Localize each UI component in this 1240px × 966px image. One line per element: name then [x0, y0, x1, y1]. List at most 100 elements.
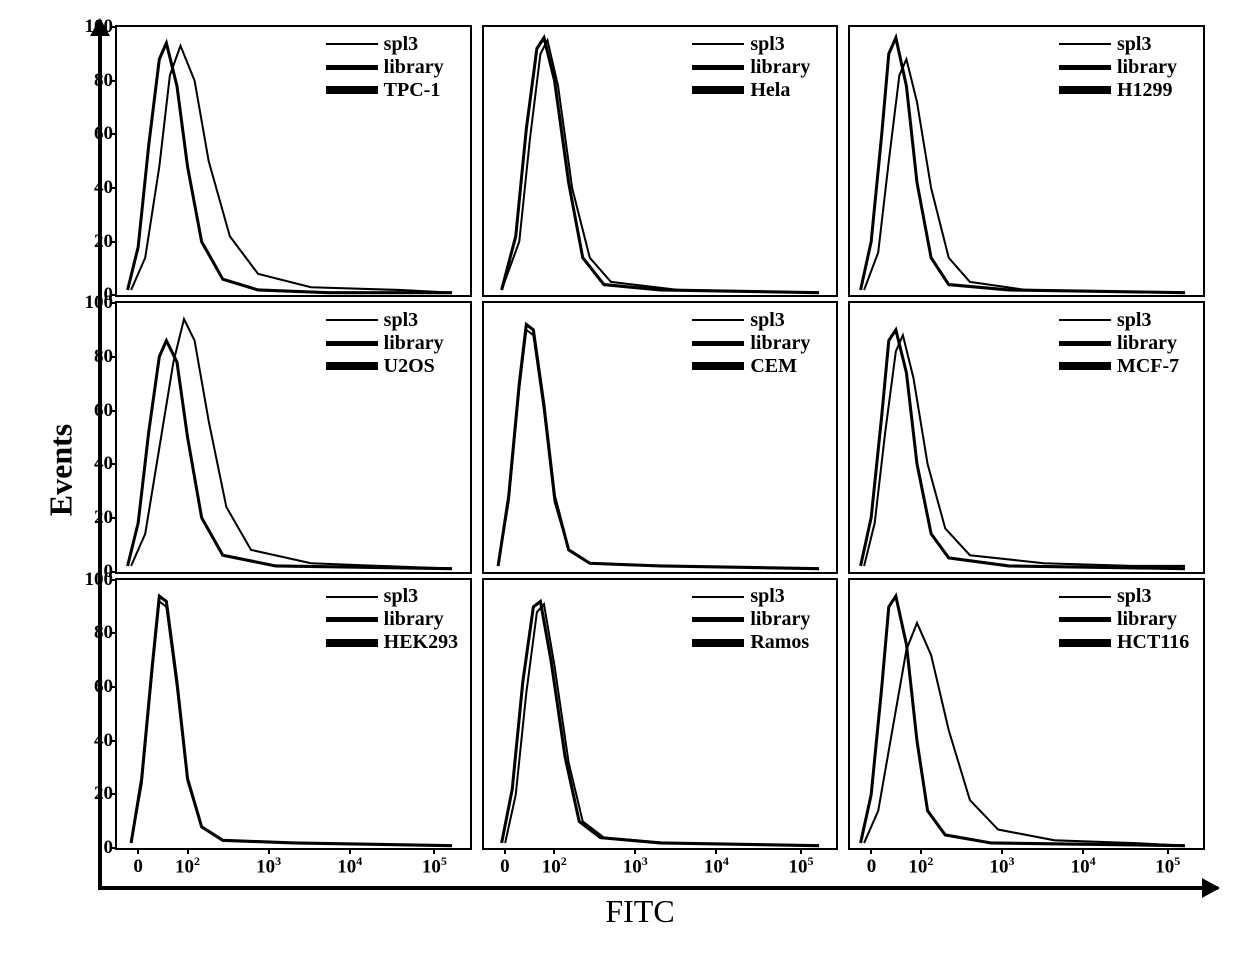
legend-line-icon	[692, 319, 744, 321]
y-tick-label: 40	[67, 177, 113, 199]
legend-row: spl3	[326, 33, 462, 55]
legend-row: library	[1059, 56, 1195, 78]
panel-grid: 020406080100spl3libraryTPC-1spl3libraryH…	[115, 25, 1205, 850]
legend-label: spl3	[750, 309, 828, 332]
legend-label: library	[384, 332, 462, 355]
legend-row: spl3	[1059, 309, 1195, 331]
legend-row: library	[1059, 609, 1195, 631]
y-tick-label: 100	[67, 16, 113, 38]
legend-row: spl3	[1059, 586, 1195, 608]
panel-legend: spl3libraryHela	[692, 33, 828, 101]
y-tick-label: 20	[67, 231, 113, 253]
legend-label: library	[750, 332, 828, 355]
legend-row: MCF-7	[1059, 355, 1195, 377]
x-tick-label: 104	[1071, 854, 1096, 878]
x-axis-label: FITC	[605, 893, 674, 930]
legend-row: library	[692, 609, 828, 631]
y-tick-labels: 020406080100	[67, 27, 113, 295]
x-tick-labels: 0102103104105	[117, 852, 470, 878]
histogram-panel: 020406080100spl3libraryTPC-1	[115, 25, 472, 297]
histogram-curve-spl3	[864, 623, 1185, 846]
legend-label: library	[1117, 332, 1195, 355]
x-tick-label: 0	[500, 856, 510, 878]
histogram-panel: 020406080100spl3libraryU2OS	[115, 301, 472, 573]
panel-legend: spl3libraryHEK293	[326, 586, 462, 654]
y-tick-label: 20	[67, 783, 113, 805]
legend-label: MCF-7	[1117, 355, 1195, 378]
legend-label: library	[750, 56, 828, 79]
legend-line-icon	[326, 617, 378, 622]
legend-label: Hela	[750, 79, 828, 102]
legend-line-icon	[326, 43, 378, 45]
legend-row: HEK293	[326, 632, 462, 654]
legend-label: CEM	[750, 355, 828, 378]
legend-line-icon	[326, 639, 378, 647]
legend-line-icon	[1059, 617, 1111, 622]
legend-row: HCT116	[1059, 632, 1195, 654]
y-tick-label: 60	[67, 676, 113, 698]
legend-row: spl3	[692, 33, 828, 55]
legend-line-icon	[692, 617, 744, 622]
legend-line-icon	[326, 319, 378, 321]
x-tick-label: 103	[623, 854, 648, 878]
legend-label: library	[384, 608, 462, 631]
legend-label: HEK293	[384, 631, 462, 654]
legend-row: spl3	[326, 586, 462, 608]
legend-line-icon	[1059, 43, 1111, 45]
legend-label: H1299	[1117, 79, 1195, 102]
legend-line-icon	[1059, 86, 1111, 94]
panel-legend: spl3libraryMCF-7	[1059, 309, 1195, 377]
legend-label: U2OS	[384, 355, 462, 378]
legend-line-icon	[1059, 341, 1111, 346]
legend-line-icon	[692, 362, 744, 370]
legend-line-icon	[326, 65, 378, 70]
histogram-panel: spl3libraryH1299	[848, 25, 1205, 297]
x-tick-label: 102	[908, 854, 933, 878]
legend-label: spl3	[750, 33, 828, 56]
legend-label: HCT116	[1117, 631, 1195, 654]
x-tick-label: 102	[542, 854, 567, 878]
x-tick-label: 103	[256, 854, 281, 878]
legend-row: TPC-1	[326, 79, 462, 101]
legend-label: spl3	[384, 33, 462, 56]
y-tick-label: 100	[67, 292, 113, 314]
legend-row: CEM	[692, 355, 828, 377]
x-tick-label: 102	[175, 854, 200, 878]
x-tick-label: 0	[133, 856, 143, 878]
legend-label: library	[384, 56, 462, 79]
y-tick-label: 80	[67, 346, 113, 368]
legend-line-icon	[692, 341, 744, 346]
legend-line-icon	[326, 596, 378, 598]
x-axis-arrow	[98, 886, 1218, 890]
histogram-panel: 0204060801000102103104105spl3libraryHEK2…	[115, 578, 472, 850]
y-tick-label: 60	[67, 123, 113, 145]
panel-legend: spl3libraryTPC-1	[326, 33, 462, 101]
legend-line-icon	[326, 86, 378, 94]
panel-legend: spl3libraryHCT116	[1059, 586, 1195, 654]
legend-label: library	[750, 608, 828, 631]
legend-label: library	[1117, 56, 1195, 79]
panel-legend: spl3libraryH1299	[1059, 33, 1195, 101]
legend-row: Ramos	[692, 632, 828, 654]
legend-row: U2OS	[326, 355, 462, 377]
y-tick-labels: 020406080100	[67, 303, 113, 571]
x-tick-label: 0	[867, 856, 877, 878]
legend-row: library	[1059, 332, 1195, 354]
x-tick-labels: 0102103104105	[850, 852, 1203, 878]
legend-line-icon	[692, 86, 744, 94]
legend-row: library	[326, 56, 462, 78]
legend-label: library	[1117, 608, 1195, 631]
legend-label: spl3	[384, 309, 462, 332]
panel-legend: spl3libraryRamos	[692, 586, 828, 654]
legend-row: library	[326, 332, 462, 354]
legend-label: spl3	[1117, 33, 1195, 56]
panel-legend: spl3libraryU2OS	[326, 309, 462, 377]
histogram-panel: spl3libraryCEM	[482, 301, 839, 573]
histogram-panel: 0102103104105spl3libraryRamos	[482, 578, 839, 850]
legend-line-icon	[692, 65, 744, 70]
y-tick-labels: 020406080100	[67, 580, 113, 848]
legend-line-icon	[692, 43, 744, 45]
legend-label: Ramos	[750, 631, 828, 654]
legend-row: spl3	[692, 586, 828, 608]
histogram-panel: spl3libraryMCF-7	[848, 301, 1205, 573]
